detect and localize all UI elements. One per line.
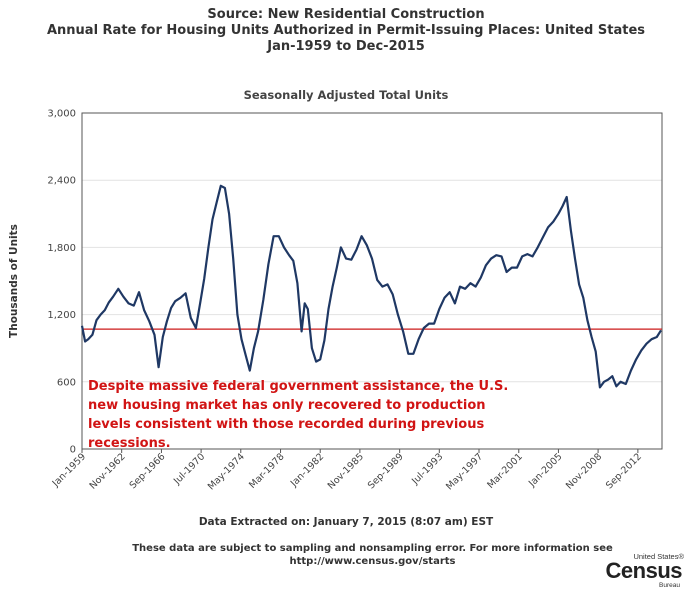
x-tick-label: Jan-1959	[50, 451, 88, 489]
census-logo: United States® Census Bureau	[596, 552, 686, 590]
grid-lines	[82, 179, 662, 383]
x-tick-label: Nov-1985	[326, 451, 366, 491]
x-tick-label: Jan-2005	[526, 451, 564, 489]
x-tick-label: Mar-1978	[247, 451, 287, 491]
y-tick-label: 3,000	[47, 109, 76, 120]
disclaimer-text: These data are subject to sampling and n…	[132, 543, 613, 554]
plot-subtitle: Seasonally Adjusted Total Units	[243, 88, 449, 102]
y-tick-label: 0	[70, 445, 76, 456]
x-tick-label: Nov-2008	[564, 451, 604, 491]
annotation-text: Despite massive federal government assis…	[88, 379, 509, 451]
x-tick-label: Mar-2001	[485, 451, 525, 491]
y-axis: 0 600 1,200 1,800 2,400 3,000	[47, 109, 76, 456]
x-tick-label: Sep-1989	[366, 451, 406, 491]
logo-census: Census	[605, 558, 683, 583]
y-tick-label: 1,200	[47, 310, 76, 321]
x-axis: Jan-1959 Nov-1962 Sep-1966 Jul-1970May-1974…	[50, 449, 644, 492]
series-line-housing-units	[80, 184, 662, 389]
x-tick-label: Jul-1970	[171, 451, 207, 487]
y-tick-label: 600	[57, 377, 76, 388]
data-extracted-note: Data Extracted on: January 7, 2015 (8:07…	[198, 516, 494, 528]
y-tick-label: 1,800	[47, 243, 76, 254]
x-tick-label: Jul-1993	[409, 451, 445, 487]
date-range-title: Jan-1959 to Dec-2015	[267, 39, 425, 54]
x-tick-label: Nov-1962	[88, 451, 128, 491]
logo-united-states: United States®	[633, 552, 684, 561]
x-tick-label: May-1997	[444, 451, 485, 492]
logo-bureau: Bureau	[659, 582, 680, 589]
y-axis-label: Thousands of Units	[8, 224, 20, 338]
plot-area	[81, 112, 663, 450]
x-tick-label: May-1974	[206, 451, 247, 492]
source-title: Source: New Residential Construction	[207, 7, 485, 22]
y-tick-label: 2,400	[47, 176, 76, 187]
chart-main-title: Annual Rate for Housing Units Authorized…	[46, 23, 646, 38]
census-url-link[interactable]: http://www.census.gov/starts	[289, 556, 456, 567]
x-tick-label: Sep-2012	[604, 451, 644, 491]
x-tick-label: Sep-1966	[128, 451, 168, 491]
x-tick-label: Jan-1982	[288, 451, 326, 489]
